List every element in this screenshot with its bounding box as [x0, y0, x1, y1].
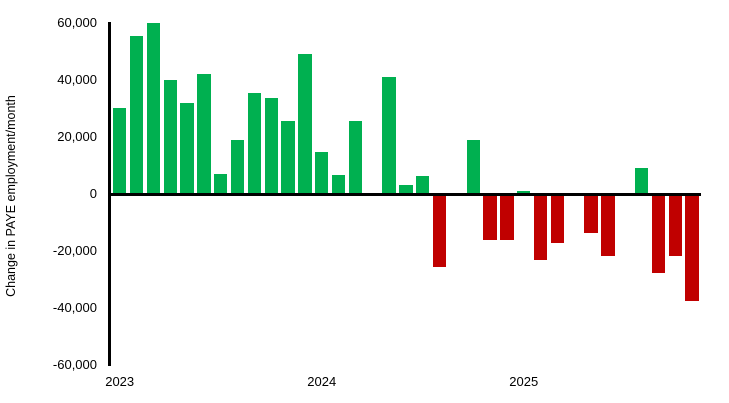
negative-bar [533, 193, 548, 261]
y-tick-label: 0 [89, 186, 97, 201]
positive-bar [163, 79, 177, 194]
negative-bar [483, 193, 497, 241]
negative-bar [550, 193, 565, 244]
negative-bar [601, 193, 615, 257]
negative-bar [500, 193, 514, 241]
positive-bar [399, 184, 413, 194]
positive-bar [247, 92, 262, 194]
positive-bar [298, 54, 312, 194]
positive-bar [180, 102, 194, 194]
negative-bar [651, 193, 666, 274]
y-tick-label: -40,000 [52, 299, 97, 315]
y-tick-label: 20,000 [57, 129, 97, 145]
x-year-label: 2023 [105, 374, 135, 389]
negative-bar [584, 193, 598, 234]
positive-bar [146, 22, 161, 194]
y-tick-label: -20,000 [52, 242, 97, 258]
positive-bar [348, 121, 363, 194]
positive-bar [331, 175, 346, 194]
positive-bar [214, 173, 228, 194]
positive-bar [382, 76, 396, 194]
y-tick-label: -60,000 [52, 356, 97, 372]
positive-bar [634, 167, 649, 194]
positive-bar [129, 35, 144, 194]
positive-bar [517, 190, 531, 194]
x-year-label: 2025 [509, 374, 539, 389]
positive-bar [315, 152, 329, 194]
positive-bar [264, 98, 278, 194]
y-tick-label: 60,000 [57, 15, 97, 31]
zero-axis-line [107, 192, 701, 196]
positive-bar [197, 74, 211, 194]
positive-bar [230, 139, 245, 194]
negative-bar [432, 193, 447, 268]
positive-bar [416, 176, 430, 194]
x-year-label: 2024 [307, 374, 337, 389]
y-axis-title: Change in PAYE employment/month [4, 95, 18, 297]
negative-bar [668, 193, 682, 257]
y-tick-label: 40,000 [57, 72, 97, 88]
positive-bar [113, 108, 127, 194]
negative-bar [685, 193, 699, 302]
positive-bar [281, 121, 295, 194]
positive-bar [466, 139, 480, 194]
